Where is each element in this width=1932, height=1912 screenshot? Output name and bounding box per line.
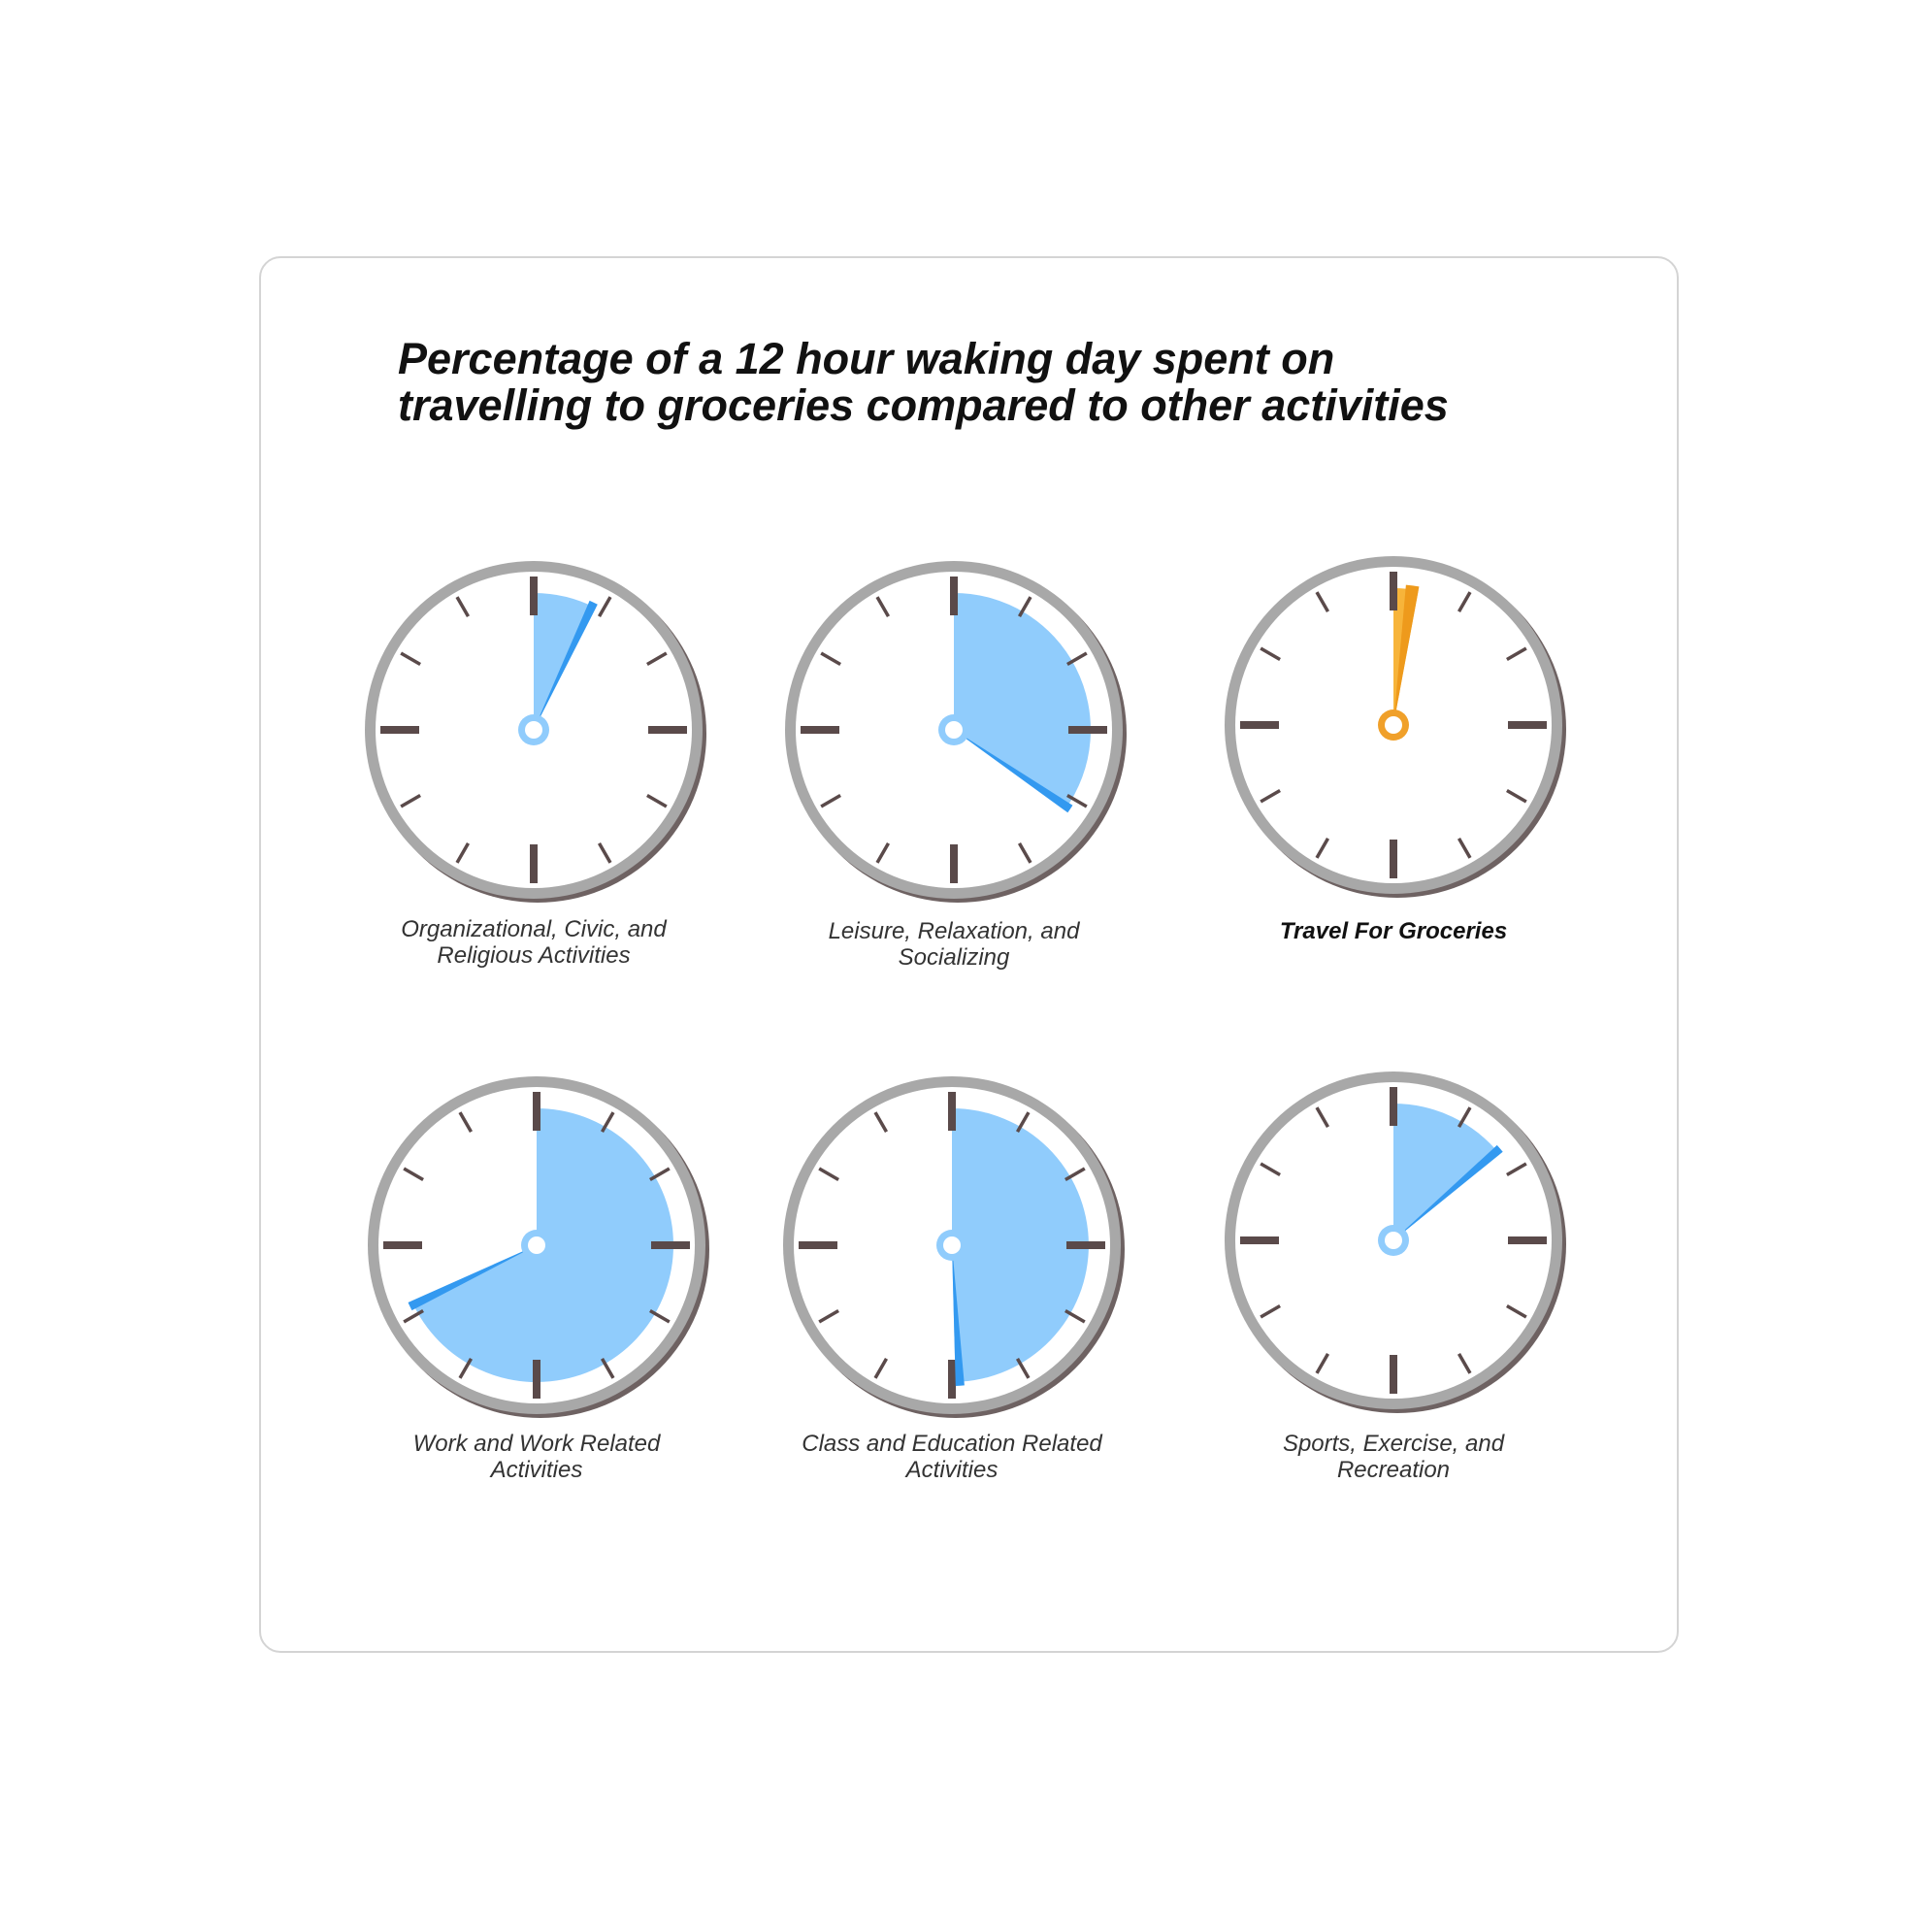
clock-2: Leisure, Relaxation, and Socializing: [785, 561, 1127, 971]
clock-label-line: Activities: [904, 1457, 999, 1483]
clock-tick-1: [1457, 1106, 1472, 1128]
clock-tick-7: [458, 1358, 474, 1379]
clock-tick-8: [820, 793, 841, 808]
clock-tick-2: [1506, 646, 1527, 662]
clock-tick-2: [1506, 1162, 1527, 1177]
clock-hub-center: [1385, 1232, 1402, 1249]
clock-tick-2: [646, 651, 668, 667]
clock-tick-1: [1015, 1111, 1031, 1133]
clock-tick-7: [1315, 1353, 1330, 1374]
clock-tick-10: [400, 651, 421, 667]
clock-hand: [1393, 1144, 1503, 1240]
clock-tick-4: [649, 1308, 671, 1324]
clock-tick-4: [1066, 793, 1088, 808]
clock-tick-2: [1066, 651, 1088, 667]
clock-tick-11: [1315, 591, 1330, 612]
clock-tick-8: [818, 1308, 839, 1324]
clock-tick-11: [455, 596, 471, 617]
clock-tick-1: [1017, 596, 1032, 617]
clock-hand: [952, 1245, 965, 1386]
chart-title-line-2: travelling to groceries compared to othe…: [398, 380, 1449, 430]
clock-tick-4: [646, 793, 668, 808]
clock-label-line: Travel For Groceries: [1280, 918, 1507, 944]
clock-label: Organizational, Civic, and Religious Acti…: [401, 916, 667, 969]
clock-tick-8: [1260, 1303, 1281, 1319]
clock-tick-5: [1457, 1353, 1472, 1374]
clock-value-sector: [952, 1108, 1089, 1382]
clock-tick-10: [1260, 646, 1281, 662]
clock-tick-11: [458, 1111, 474, 1133]
clock-5: Class and Education Related Activities: [783, 1076, 1125, 1483]
clock-hand: [408, 1245, 537, 1311]
clock-hand: [534, 600, 598, 730]
clock-hand: [1393, 584, 1420, 725]
clock-label-line: Organizational, Civic, and: [401, 916, 667, 942]
clock-tick-7: [455, 842, 471, 864]
clock-tick-11: [1315, 1106, 1330, 1128]
clock-tick-7: [1315, 838, 1330, 859]
clock-3: Travel For Groceries: [1225, 556, 1566, 944]
clock-label-line: Recreation: [1337, 1457, 1450, 1483]
clock-tick-11: [873, 1111, 889, 1133]
clock-tick-10: [403, 1167, 424, 1182]
clock-tick-5: [1457, 838, 1472, 859]
clock-label-line: Activities: [489, 1457, 583, 1483]
clock-tick-1: [600, 1111, 615, 1133]
chart-title: Percentage of a 12 hour waking day spent…: [398, 336, 1621, 429]
clock-label-line: Socializing: [899, 944, 1010, 971]
clock-label: Sports, Exercise, and Recreation: [1283, 1431, 1505, 1483]
clock-label-line: Work and Work Related: [413, 1431, 661, 1457]
clock-tick-8: [1260, 788, 1281, 804]
clock-tick-2: [1064, 1167, 1086, 1182]
clock-tick-10: [1260, 1162, 1281, 1177]
clock-tick-7: [875, 842, 891, 864]
clock-6: Sports, Exercise, and Recreation: [1225, 1071, 1566, 1483]
clock-tick-5: [1015, 1358, 1031, 1379]
clock-label: Travel For Groceries: [1280, 918, 1507, 944]
chart-title-line-1: Percentage of a 12 hour waking day spent…: [398, 334, 1335, 383]
clock-tick-4: [1506, 788, 1527, 804]
clock-label-line: Sports, Exercise, and: [1283, 1431, 1505, 1457]
clock-hub-center: [1385, 716, 1402, 734]
clock-tick-4: [1064, 1308, 1086, 1324]
clock-1: Organizational, Civic, and Religious Acti…: [365, 561, 706, 969]
clock-label-line: Class and Education Related: [802, 1431, 1102, 1457]
clock-tick-5: [600, 1358, 615, 1379]
clock-tick-1: [597, 596, 612, 617]
clock-value-sector: [954, 593, 1092, 810]
clock-tick-5: [597, 842, 612, 864]
clock-label-line: Leisure, Relaxation, and: [829, 918, 1080, 944]
clock-tick-2: [649, 1167, 671, 1182]
clock-hand: [954, 730, 1073, 813]
clock-tick-11: [875, 596, 891, 617]
clock-label-line: Religious Activities: [437, 942, 630, 969]
clock-hub-center: [943, 1236, 961, 1254]
clock-hub-center: [945, 721, 963, 739]
clock-label: Leisure, Relaxation, and Socializing: [829, 918, 1080, 971]
clock-value-sector: [1393, 1104, 1500, 1240]
clock-tick-4: [1506, 1303, 1527, 1319]
clock-tick-7: [873, 1358, 889, 1379]
clock-label: Work and Work Related Activities: [413, 1431, 661, 1483]
clock-tick-5: [1017, 842, 1032, 864]
clock-tick-8: [400, 793, 421, 808]
clock-tick-10: [820, 651, 841, 667]
clock-hub-center: [528, 1236, 545, 1254]
clock-hub-center: [525, 721, 542, 739]
chart-card: [259, 256, 1679, 1653]
clock-label: Class and Education Related Activities: [802, 1431, 1102, 1483]
clock-4: Work and Work Related Activities: [368, 1076, 709, 1483]
clock-tick-8: [403, 1308, 424, 1324]
clock-tick-10: [818, 1167, 839, 1182]
clock-tick-1: [1457, 591, 1472, 612]
